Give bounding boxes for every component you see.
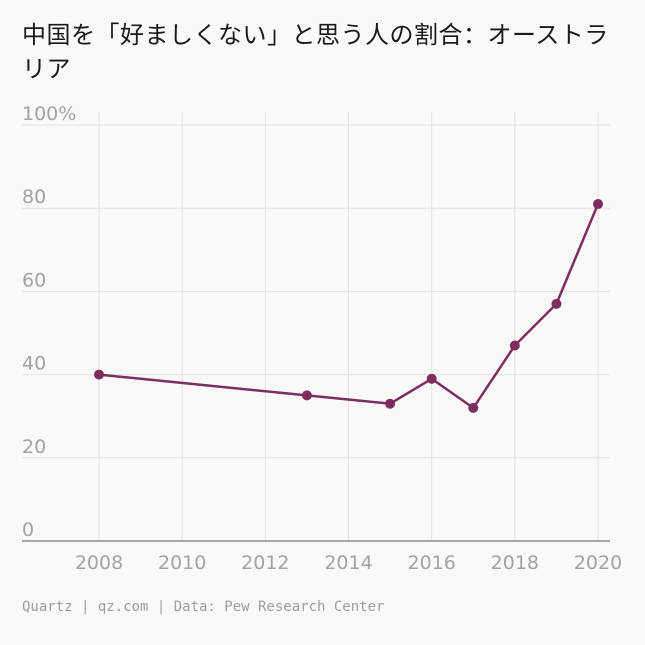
- series-line: [98, 203, 600, 410]
- data-point: [593, 199, 603, 210]
- data-point: [301, 390, 312, 401]
- y-tick-label: 100%: [22, 103, 76, 125]
- data-point: [426, 373, 437, 384]
- x-axis-tick-labels: 2008 2010 2012 2014 2016 2018 2020: [75, 552, 622, 574]
- y-tick-label: 0: [22, 519, 34, 541]
- x-tick-label: 2014: [324, 552, 372, 574]
- y-tick-label: 40: [22, 353, 46, 375]
- x-tick-label: 2016: [407, 552, 455, 574]
- x-tick-label: 2008: [75, 552, 123, 574]
- data-points: [94, 199, 603, 413]
- y-tick-label: 20: [22, 436, 46, 458]
- data-point: [509, 340, 520, 351]
- x-tick-label: 2020: [574, 552, 622, 574]
- data-point: [468, 402, 479, 413]
- chart-title: 中国を「好ましくない」と思う人の割合：オーストラリア: [22, 21, 609, 83]
- source-footer: Quartz | qz.com | Data: Pew Research Cen…: [22, 599, 385, 615]
- data-point: [94, 369, 104, 380]
- y-tick-label: 80: [22, 186, 46, 208]
- x-tick-label: 2010: [158, 552, 206, 574]
- data-point: [385, 398, 396, 409]
- x-tick-label: 2012: [241, 552, 289, 574]
- y-axis-tick-labels: 0 20 40 60 80 100%: [22, 103, 76, 541]
- gridlines: [22, 112, 610, 541]
- x-tick-label: 2018: [491, 552, 539, 574]
- data-point: [551, 298, 562, 309]
- y-tick-label: 60: [22, 269, 46, 291]
